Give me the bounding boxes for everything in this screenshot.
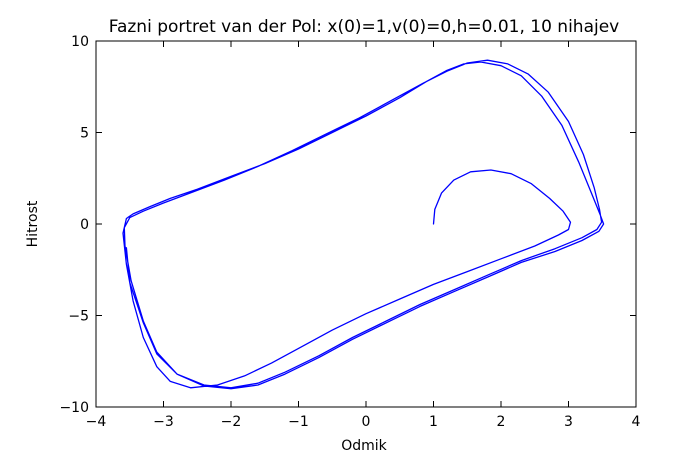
x-tick-label: −1 <box>288 414 309 430</box>
x-tick-label: −2 <box>221 414 242 430</box>
x-tick-label: 1 <box>429 414 438 430</box>
x-tick-label: −4 <box>86 414 107 430</box>
y-tick-label: 0 <box>80 217 89 233</box>
y-axis-label: Hitrost <box>25 200 41 247</box>
y-tick-label: −10 <box>59 400 89 416</box>
x-tick-label: 2 <box>497 414 506 430</box>
series-line-0 <box>122 59 605 390</box>
y-tick-label: 10 <box>71 34 89 50</box>
x-tick-label: 3 <box>564 414 573 430</box>
x-axis-label: Odmik <box>341 438 387 454</box>
y-tick-label: −5 <box>68 309 89 325</box>
x-tick-label: −3 <box>153 414 174 430</box>
x-tick-label: 0 <box>362 414 371 430</box>
chart-title: Fazni portret van der Pol: x(0)=1,v(0)=0… <box>109 17 620 37</box>
x-tick-label: 4 <box>632 414 641 430</box>
y-tick-label: 5 <box>80 126 89 142</box>
